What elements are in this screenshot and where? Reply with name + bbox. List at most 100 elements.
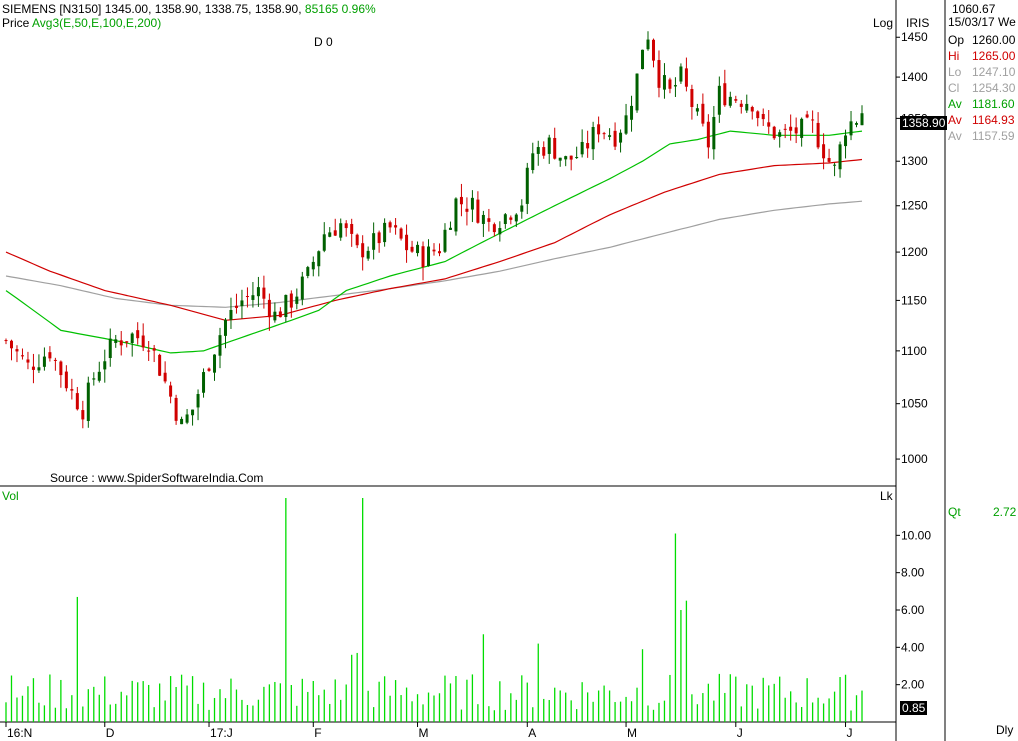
candle-down — [81, 410, 85, 420]
candle-down — [739, 103, 743, 107]
candle-down — [169, 385, 173, 397]
candle-up — [256, 287, 260, 297]
candle-down — [245, 296, 249, 298]
candle-down — [805, 114, 809, 118]
price-axis: 1000105011001150120012501300135014001450 — [896, 30, 928, 466]
candle-down — [70, 389, 74, 391]
price-tick-label: 1250 — [901, 199, 928, 213]
candle-up — [481, 214, 485, 224]
last-price-box: 1358.90 — [900, 116, 948, 130]
info-row-value: 1260.00 — [972, 33, 1016, 47]
price-tick-label: 1200 — [901, 245, 928, 259]
candle-up — [470, 197, 474, 210]
change-percent: 0.96% — [341, 2, 376, 16]
time-tick-label: J — [847, 726, 853, 740]
candle-up — [778, 132, 782, 137]
candle-up — [328, 232, 332, 237]
candle-down — [816, 122, 820, 148]
candle-down — [147, 350, 151, 352]
product-label: IRIS — [906, 16, 930, 30]
candle-up — [624, 115, 628, 134]
price-tick-label: 1400 — [901, 70, 928, 84]
header-line: SIEMENS [N3150] 1345.00, 1358.90, 1338.7… — [2, 3, 376, 16]
candle-up — [520, 205, 524, 212]
candle-up — [130, 333, 134, 344]
candle-up — [531, 153, 535, 171]
candle-down — [602, 133, 606, 135]
candle-down — [278, 311, 282, 318]
time-tick-label: J — [737, 726, 743, 740]
candle-up — [416, 244, 420, 254]
candle-down — [668, 79, 672, 89]
info-row-value: 1265.00 — [972, 49, 1016, 63]
candle-up — [322, 234, 326, 251]
candle-down — [553, 137, 557, 159]
candle-down — [761, 113, 765, 120]
info-row-value: 1247.10 — [972, 65, 1016, 79]
candle-down — [421, 246, 425, 268]
info-row-label: Lo — [948, 65, 962, 79]
candle-up — [679, 66, 683, 82]
candle-up — [229, 309, 233, 320]
candle-down — [459, 196, 463, 205]
candle-down — [410, 246, 414, 252]
candle-up — [503, 214, 507, 225]
candle-down — [756, 111, 760, 119]
log-scale-label[interactable]: Log — [873, 16, 894, 30]
last-volume-box: 0.85 — [900, 701, 928, 715]
info-row-label: Cl — [948, 81, 960, 95]
time-tick-label: M — [627, 726, 637, 740]
time-tick-label: F — [314, 726, 321, 740]
info-row-label: Op — [948, 33, 965, 47]
candle-down — [569, 155, 573, 160]
candle-up — [202, 372, 206, 393]
ema200-line — [5, 200, 863, 308]
candle-down — [794, 127, 798, 134]
candle-up — [745, 103, 749, 111]
ema100-line — [5, 158, 863, 321]
candle-up — [844, 135, 848, 147]
candle-down — [31, 366, 35, 370]
volume-axis: 2.00 4.00 6.00 8.00 10.00 — [896, 528, 931, 692]
symbol: SIEMENS [N3150] — [2, 2, 102, 16]
candle-down — [59, 361, 63, 376]
candle-down — [163, 372, 167, 382]
volume-bars — [5, 498, 863, 722]
candle-up — [251, 295, 255, 300]
candle-down — [141, 335, 145, 348]
candle-up — [855, 123, 859, 125]
time-tick-label: M — [419, 726, 429, 740]
candle-up — [536, 147, 540, 154]
candle-down — [64, 371, 68, 389]
candle-up — [114, 339, 118, 343]
candle-up — [608, 135, 612, 137]
candle-up — [630, 105, 634, 120]
candle-up — [443, 229, 447, 252]
candle-up — [635, 73, 639, 111]
candle-down — [789, 126, 793, 131]
candle-up — [108, 338, 112, 358]
candle-up — [838, 144, 842, 170]
candle-up — [619, 132, 623, 143]
candle-up — [317, 251, 321, 267]
candle-down — [377, 232, 381, 244]
info-row-value: 1157.59 — [972, 129, 1015, 143]
candle-down — [207, 368, 211, 371]
volume-unit-label: Lk — [880, 489, 893, 503]
candle-up — [547, 137, 551, 154]
candle-down — [405, 234, 409, 251]
candle-down — [119, 340, 123, 346]
volume-tick-label: 10.00 — [901, 528, 931, 542]
time-tick-label: 16:N — [7, 726, 32, 740]
candle-up — [860, 113, 864, 126]
candle-down — [152, 348, 156, 351]
ema50-line — [5, 130, 863, 354]
candle-down — [53, 359, 57, 361]
candle-up — [306, 267, 310, 276]
candle-up — [641, 49, 645, 70]
period-label[interactable]: Dly — [996, 723, 1014, 737]
candle-up — [86, 382, 90, 422]
price-tick-label: 1100 — [901, 344, 927, 358]
candle-down — [827, 157, 831, 162]
